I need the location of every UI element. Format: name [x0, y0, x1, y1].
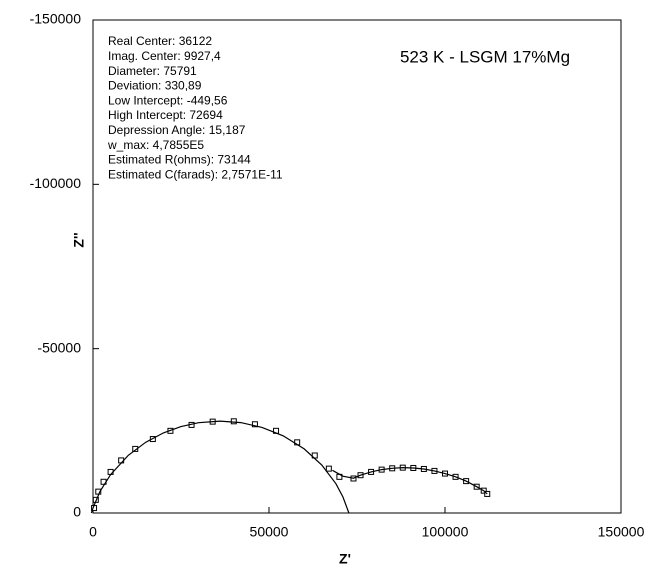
y-tick-label: -150000 — [30, 11, 82, 27]
annotation: Real Center: 36122 — [108, 34, 212, 48]
x-tick-label: 150000 — [598, 524, 645, 540]
data-point — [325, 465, 332, 472]
annotation: Estimated C(farads): 2,7571E-11 — [108, 167, 283, 181]
annotation: Estimated R(ohms): 73144 — [108, 153, 251, 167]
plot-frame — [92, 19, 622, 514]
annotation: Depression Angle: 15,187 — [108, 123, 246, 137]
x-tick-label: 0 — [89, 524, 97, 540]
data-point — [484, 490, 491, 497]
y-tick-label: -50000 — [37, 339, 81, 355]
x-tick-label: 50000 — [250, 524, 289, 540]
data-point — [230, 418, 237, 425]
annotation: Diameter: 75791 — [108, 64, 197, 78]
data-point — [251, 421, 258, 428]
x-axis-label: Z' — [339, 551, 351, 567]
y-tick-label: 0 — [73, 504, 81, 520]
x-tick-label: 100000 — [422, 524, 469, 540]
annotation: w_max: 4,7855E5 — [107, 138, 204, 152]
annotation: Imag. Center: 9927,4 — [108, 49, 221, 63]
annotation: Low Intercept: -449,56 — [108, 93, 228, 107]
chart-title: 523 K - LSGM 17%Mg — [400, 47, 570, 66]
fit-line — [90, 420, 350, 514]
fit-line — [332, 466, 488, 495]
y-axis-label: Z'' — [71, 232, 87, 247]
y-tick-label: -100000 — [30, 175, 82, 191]
annotation: Deviation: 330,89 — [108, 79, 202, 93]
annotation: High Intercept: 72694 — [108, 108, 223, 122]
